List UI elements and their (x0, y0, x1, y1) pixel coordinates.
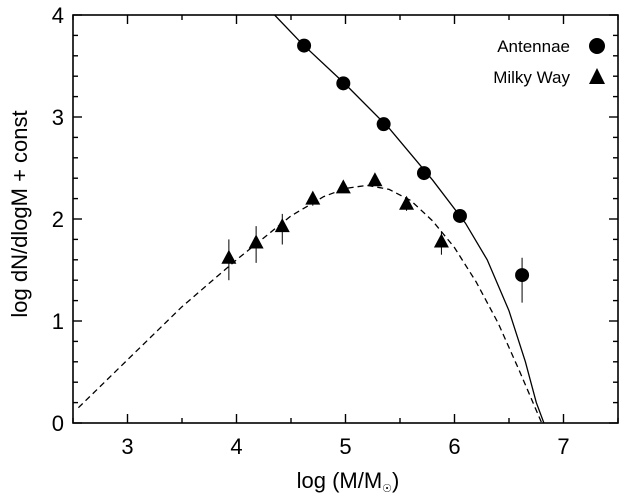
y-tick-label: 1 (52, 309, 64, 334)
legend-marker-circle (589, 38, 605, 54)
x-axis-label-sub: ☉ (382, 483, 392, 495)
x-axis-label: log (M/M☉) (297, 468, 400, 495)
x-tick-label: 6 (448, 434, 460, 459)
antennae-point (452, 208, 467, 223)
antennae-point (376, 117, 391, 132)
antennae-point (297, 38, 312, 53)
antennae-point (416, 166, 431, 181)
x-tick-label: 3 (121, 434, 133, 459)
milky-way-series (221, 172, 449, 281)
milky-way-point (399, 195, 415, 210)
plot-area (77, 15, 545, 423)
legend-label-antennae: Antennae (497, 37, 570, 56)
y-tick-label: 4 (52, 3, 64, 28)
milky-way-point (335, 179, 351, 194)
milky-way-point (221, 249, 237, 264)
antennae-point (336, 76, 351, 91)
x-tick-label: 7 (557, 434, 569, 459)
milky-way-point (305, 190, 321, 205)
axes: 3 4 5 6 7 0 1 2 3 4 (52, 3, 619, 459)
solid-fit-curve (274, 15, 545, 423)
y-tick-label: 2 (52, 207, 64, 232)
y-tick-label: 0 (52, 411, 64, 436)
milky-way-point (367, 172, 383, 187)
x-axis-label-close: ) (392, 468, 399, 493)
legend: Antennae Milky Way (493, 37, 605, 87)
legend-marker-triangle (589, 68, 605, 84)
milky-way-point (274, 218, 290, 233)
x-axis-label-main: log (M/M (297, 468, 383, 493)
antennae-series (297, 38, 530, 303)
milky-way-point (248, 234, 264, 249)
legend-label-milky-way: Milky Way (493, 68, 570, 87)
milky-way-point (433, 233, 449, 248)
x-tick-label: 4 (230, 434, 242, 459)
antennae-point (515, 268, 530, 283)
fit-curves (77, 15, 545, 423)
x-tick-label: 5 (339, 434, 351, 459)
y-tick-label: 3 (52, 105, 64, 130)
dashed-fit-curve (77, 184, 543, 423)
y-axis-label: log dN/dlogM + const (7, 110, 32, 317)
